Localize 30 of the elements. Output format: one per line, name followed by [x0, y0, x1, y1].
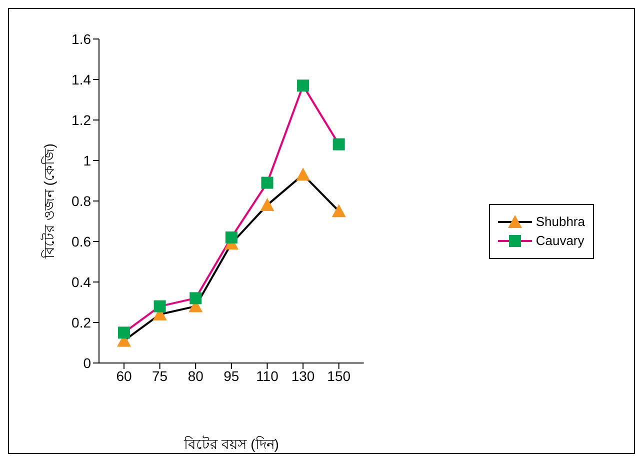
- x-tick-label: 95: [224, 368, 240, 384]
- x-tick-label: 75: [152, 368, 168, 384]
- x-axis-title: বিটের বয়স (দিন): [182, 436, 279, 452]
- y-axis-title: বিটের ওজন (কেজি): [40, 143, 57, 260]
- y-tick-label: 1.4: [72, 71, 92, 88]
- legend-label: Shubhra: [536, 214, 585, 229]
- point: [154, 300, 166, 312]
- y-tick-label: 0.6: [72, 233, 92, 250]
- y-tick-label: 0.8: [72, 192, 92, 209]
- y-tick-label: 1.2: [72, 112, 92, 128]
- x-tick-label: 130: [291, 368, 315, 384]
- point: [190, 292, 202, 304]
- y-tick-label: 0.4: [72, 274, 92, 290]
- x-tick-label: 150: [327, 368, 351, 384]
- point: [332, 138, 345, 150]
- y-tick-label: 1: [83, 152, 92, 168]
- y-tick-label: 0: [83, 354, 92, 371]
- y-tick-label: 0.2: [72, 314, 92, 330]
- point: [261, 176, 274, 189]
- point: [332, 204, 346, 218]
- y-tick-label: 1.6: [72, 30, 92, 47]
- point: [296, 168, 310, 181]
- legend-label: Cauvary: [536, 233, 584, 248]
- point: [297, 80, 310, 92]
- x-tick-label: 110: [256, 368, 279, 384]
- point: [118, 326, 130, 339]
- point: [260, 198, 274, 212]
- x-tick-label: 60: [116, 368, 132, 384]
- point: [225, 231, 238, 244]
- x-tick-label: 80: [188, 368, 204, 384]
